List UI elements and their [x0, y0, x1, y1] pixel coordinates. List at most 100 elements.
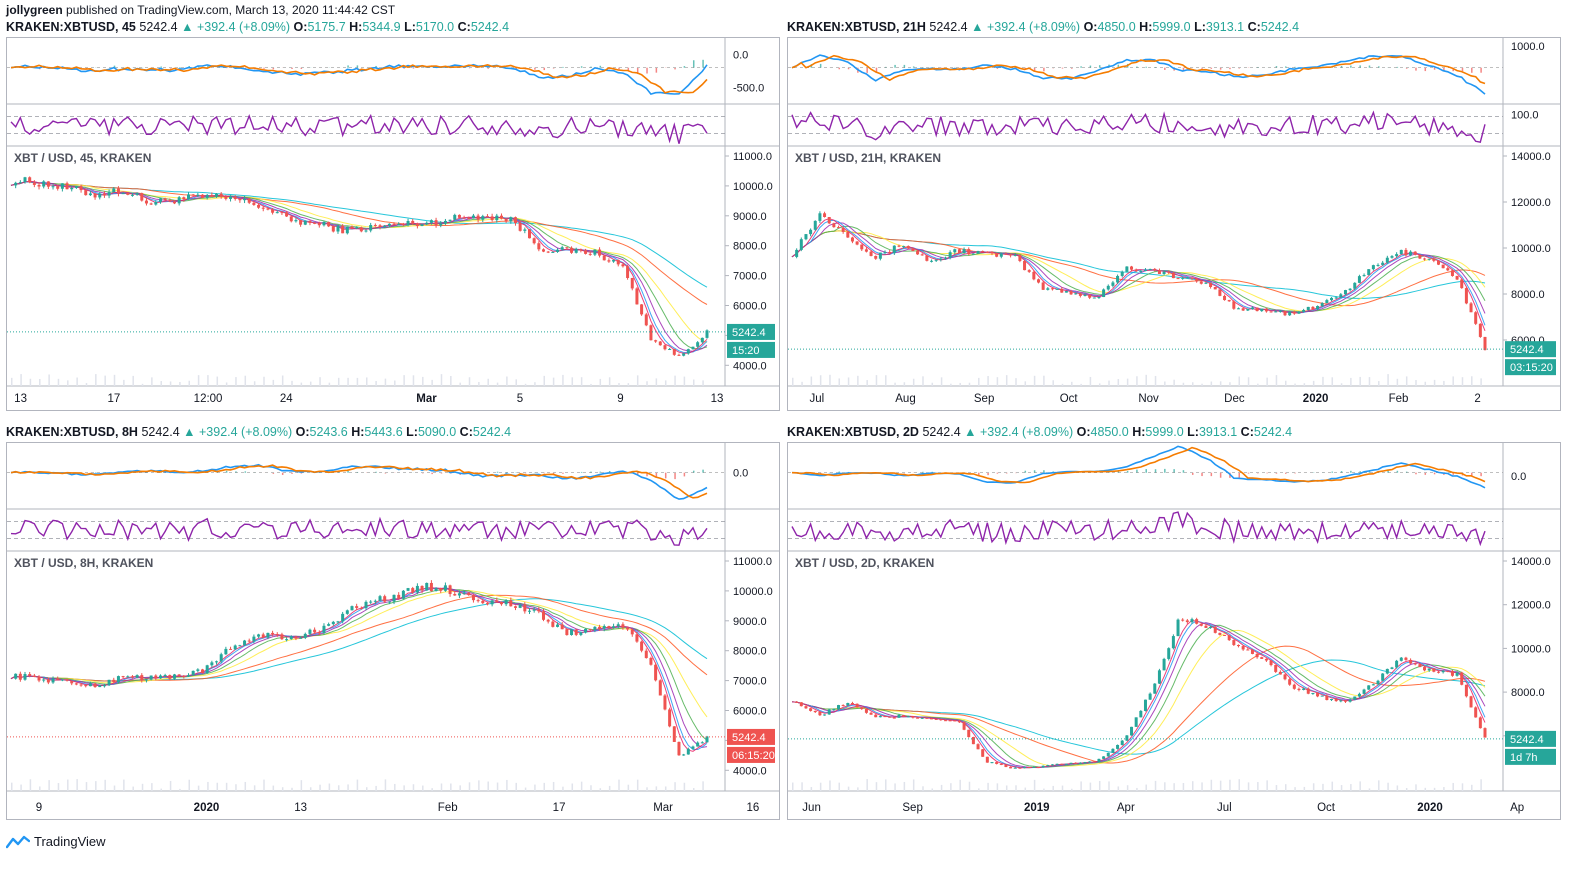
candle	[995, 761, 999, 765]
candle	[649, 324, 653, 341]
candle	[299, 636, 303, 639]
symbol-legend: KRAKEN:XBTUSD, 21H 5242.4 ▲ +392.4 (+8.0…	[787, 20, 1299, 34]
chart-area[interactable]: 11000.010000.09000.08000.07000.06000.050…	[6, 442, 780, 820]
candle	[215, 660, 219, 665]
price-change: ▲ +392.4 (+8.09%)	[183, 425, 293, 439]
ohlc-value-h: 5443.6	[364, 425, 403, 439]
moving-average-line-3	[10, 181, 708, 350]
candle	[313, 627, 317, 635]
candle	[345, 226, 349, 235]
rsi-tick-label: 100.0	[1511, 110, 1539, 122]
candle	[271, 630, 275, 637]
author-name[interactable]: jollygreen	[6, 3, 63, 17]
candle	[1478, 716, 1482, 729]
candle	[233, 195, 237, 201]
chart-area[interactable]: 11000.010000.09000.08000.07000.06000.050…	[6, 37, 780, 411]
last-price-badge	[1505, 341, 1556, 358]
candle	[902, 714, 906, 718]
candle	[850, 701, 854, 705]
candle	[1385, 668, 1389, 675]
candle	[1455, 671, 1459, 677]
chart-canvas[interactable]: 11000.010000.09000.08000.07000.06000.050…	[7, 38, 779, 410]
chart-canvas[interactable]: 14000.012000.010000.08000.06000.05242.40…	[788, 38, 1560, 410]
candle	[1116, 744, 1120, 750]
ohlc-label-c: C:	[457, 20, 471, 34]
time-tick-label: Apr	[1117, 802, 1135, 814]
candle	[1134, 268, 1138, 273]
candle	[846, 230, 850, 238]
candle	[23, 176, 27, 184]
candle	[1409, 658, 1413, 665]
candle	[1213, 625, 1217, 634]
ohlc-label-o: O:	[1076, 425, 1091, 439]
ohlc-value-c: 5242.4	[470, 20, 510, 34]
candle	[1316, 305, 1320, 311]
candle	[495, 597, 499, 603]
time-tick-label: 13	[294, 802, 307, 814]
candle	[1460, 671, 1464, 686]
time-tick-label: Oct	[1060, 393, 1079, 405]
candle	[654, 662, 658, 682]
candle	[1148, 268, 1152, 271]
candle	[1055, 288, 1059, 290]
ohlc-label-c: C:	[1247, 20, 1261, 34]
candle	[168, 198, 172, 202]
time-tick-label: Sep	[902, 802, 922, 814]
candle	[1185, 276, 1189, 279]
macd-tick-label: 1000.0	[1511, 41, 1545, 53]
candle	[457, 214, 461, 219]
candle	[1232, 639, 1236, 647]
candle	[70, 680, 74, 686]
chart-area[interactable]: 14000.012000.010000.08000.06000.05242.41…	[787, 442, 1561, 820]
chart-canvas[interactable]: 14000.012000.010000.08000.06000.05242.41…	[788, 443, 1560, 819]
candle	[1209, 282, 1213, 289]
candle	[434, 587, 438, 592]
candle	[1185, 618, 1189, 624]
candle	[425, 221, 429, 226]
candle	[28, 671, 32, 678]
candle	[967, 247, 971, 256]
footer-brand[interactable]: TradingView	[6, 834, 106, 849]
chart-canvas[interactable]: 11000.010000.09000.08000.07000.06000.050…	[7, 443, 779, 819]
candle	[1413, 251, 1417, 256]
candle	[317, 630, 321, 636]
candle	[1097, 296, 1101, 299]
time-tick-label: 2020	[194, 802, 220, 814]
candle	[799, 702, 803, 707]
candle	[387, 223, 391, 228]
candle	[336, 620, 340, 625]
candle	[1041, 765, 1045, 768]
candle	[686, 747, 690, 755]
candle	[32, 673, 36, 678]
price-tick-label: 6000.0	[733, 706, 767, 718]
candle	[1469, 302, 1473, 313]
macd-tick-label: -500.0	[733, 83, 764, 95]
moving-average-line-5	[10, 181, 708, 354]
chart-area[interactable]: 14000.0 12000.0 10000.0 8000.0 6000.0 5242.4 0…	[787, 37, 1561, 411]
candle	[1427, 668, 1431, 672]
ohlc-label-h: H:	[1139, 20, 1153, 34]
ohlc-value-o: 4850.0	[1097, 20, 1136, 34]
candle	[1464, 287, 1468, 305]
moving-average-line-6	[10, 587, 708, 752]
candle	[257, 633, 261, 639]
candle	[378, 594, 382, 602]
last-price: 5242.4	[139, 20, 178, 34]
candle	[1153, 267, 1157, 272]
candle	[1088, 294, 1092, 300]
candle	[860, 244, 864, 252]
candle	[1436, 260, 1440, 266]
candle	[1018, 767, 1022, 769]
candle	[1353, 282, 1357, 291]
candle	[593, 626, 597, 633]
candle	[1046, 287, 1050, 291]
candle	[1195, 617, 1199, 625]
candle	[1274, 664, 1278, 673]
brand-name: TradingView	[34, 834, 106, 849]
ohlc-value-h: 5999.0	[1145, 425, 1184, 439]
candle	[1474, 706, 1478, 718]
candle	[869, 711, 873, 715]
candle	[1283, 310, 1287, 317]
ohlc-value-o: 5243.6	[309, 425, 348, 439]
candle	[112, 187, 116, 193]
